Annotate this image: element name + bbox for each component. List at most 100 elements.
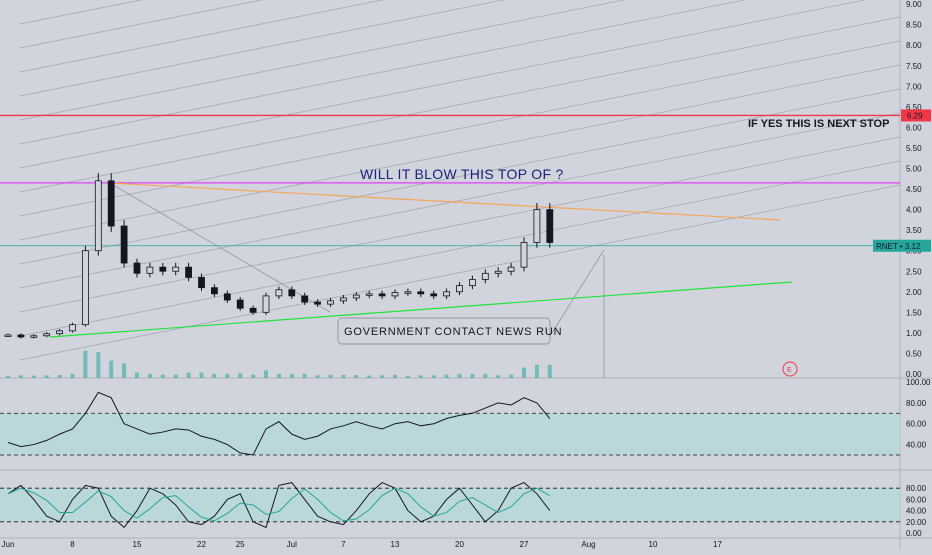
- stoch-d-line[interactable]: [7, 487, 551, 522]
- candle-body[interactable]: [520, 242, 528, 268]
- candle-body[interactable]: [262, 295, 270, 313]
- orange-trendline[interactable]: [109, 182, 781, 221]
- candle-body[interactable]: [133, 262, 141, 274]
- stoch-band: [0, 488, 900, 522]
- candle-body[interactable]: [185, 266, 193, 278]
- channel-line: [19, 160, 901, 337]
- date-tick-label: 15: [133, 540, 142, 549]
- volume-bar: [547, 364, 552, 378]
- candle-body[interactable]: [456, 285, 463, 293]
- candle-body[interactable]: [4, 334, 12, 337]
- candle-body[interactable]: [236, 299, 244, 309]
- volume-bar: [135, 372, 139, 378]
- resistance-badge-label: 6.29: [907, 111, 923, 120]
- candle-body[interactable]: [43, 333, 51, 337]
- rsi-tick-label: 80.00: [906, 399, 927, 408]
- candle-body[interactable]: [365, 293, 373, 296]
- volume-bar: [6, 376, 10, 378]
- price-tick-label: 5.00: [906, 165, 922, 174]
- candle-body[interactable]: [339, 297, 347, 302]
- channel-handle: [107, 181, 331, 313]
- next-stop-annotation: IF YES THIS IS NEXT STOP: [748, 118, 889, 130]
- stoch-tick-label: 20.00: [906, 518, 927, 527]
- stoch-tick-label: 60.00: [906, 495, 927, 504]
- news-callout-label: GOVERNMENT CONTACT NEWS RUN: [344, 326, 562, 338]
- last-price-badge-label: RNET • 3.12: [876, 242, 921, 251]
- callout-pointer: [549, 249, 605, 337]
- volume-bar: [70, 373, 75, 378]
- candle-body[interactable]: [507, 266, 515, 272]
- volume-bar: [496, 375, 501, 378]
- candle-body[interactable]: [94, 180, 102, 252]
- candle-body[interactable]: [120, 225, 128, 264]
- candle-body[interactable]: [223, 293, 231, 301]
- candle-body[interactable]: [443, 291, 451, 297]
- price-tick-label: 4.00: [906, 206, 922, 215]
- candle-body[interactable]: [404, 291, 412, 294]
- stoch-tick-label: 0.00: [906, 529, 922, 538]
- candle-body[interactable]: [172, 266, 180, 272]
- candle-body[interactable]: [430, 293, 438, 297]
- candle-body[interactable]: [288, 289, 296, 297]
- date-tick-label: 7: [341, 540, 346, 549]
- channel-line: [19, 40, 901, 217]
- candle-body[interactable]: [378, 293, 386, 297]
- candle-body[interactable]: [30, 335, 38, 338]
- channel-line: [19, 184, 901, 361]
- rsi-band: [0, 413, 900, 455]
- candle-body[interactable]: [82, 250, 89, 326]
- price-tick-label: 2.00: [906, 288, 922, 297]
- volume-bar: [122, 363, 127, 378]
- candle-body[interactable]: [210, 287, 218, 295]
- volume-bar: [289, 373, 294, 378]
- candle-body[interactable]: [249, 307, 257, 313]
- earnings-marker-label: E: [787, 367, 792, 374]
- candle-body[interactable]: [546, 209, 554, 243]
- volume-bar: [186, 372, 191, 378]
- candle-body[interactable]: [159, 266, 167, 272]
- top-question-annotation: WILL IT BLOW THIS TOP OF ?: [360, 166, 564, 182]
- stoch-k-line[interactable]: [7, 482, 551, 529]
- candle-body[interactable]: [327, 300, 334, 305]
- price-tick-label: 7.00: [906, 82, 922, 91]
- candle-body[interactable]: [314, 301, 322, 305]
- rsi-line[interactable]: [7, 391, 551, 456]
- candle-body[interactable]: [494, 270, 502, 274]
- candle-body[interactable]: [56, 330, 63, 335]
- channel-line: [19, 0, 626, 121]
- volume-bar: [328, 374, 333, 378]
- candle-body[interactable]: [417, 291, 425, 295]
- candle-body[interactable]: [17, 334, 25, 338]
- candle-body[interactable]: [391, 292, 399, 297]
- candle-body[interactable]: [301, 295, 309, 303]
- volume-bar: [393, 374, 397, 378]
- earnings-marker[interactable]: [782, 361, 798, 377]
- candle-body[interactable]: [352, 294, 360, 299]
- candle-body[interactable]: [198, 277, 205, 289]
- price-tick-label: 1.00: [906, 329, 922, 338]
- volume-bar: [264, 370, 268, 378]
- channel-line: [19, 88, 901, 265]
- news-callout-box[interactable]: [337, 317, 551, 345]
- date-tick-label: 17: [713, 540, 722, 549]
- volume-bar: [418, 375, 423, 378]
- volume-bar: [276, 373, 281, 378]
- candle-body[interactable]: [69, 324, 76, 332]
- green-trendline[interactable]: [49, 281, 793, 338]
- candle-body[interactable]: [146, 266, 154, 274]
- volume-bar: [199, 372, 204, 378]
- resistance-badge: [901, 109, 931, 122]
- rsi-tick-label: 100.00: [906, 378, 931, 387]
- stoch-tick-label: 80.00: [906, 484, 927, 493]
- volume-bar: [354, 375, 359, 378]
- candle-body[interactable]: [275, 289, 283, 297]
- date-tick-label: 20: [455, 540, 464, 549]
- channel-line: [19, 0, 143, 25]
- candle-body[interactable]: [481, 272, 489, 280]
- candle-body[interactable]: [533, 209, 541, 243]
- candle-body[interactable]: [468, 279, 476, 287]
- volume-bar: [405, 375, 410, 378]
- candle-body[interactable]: [107, 180, 115, 227]
